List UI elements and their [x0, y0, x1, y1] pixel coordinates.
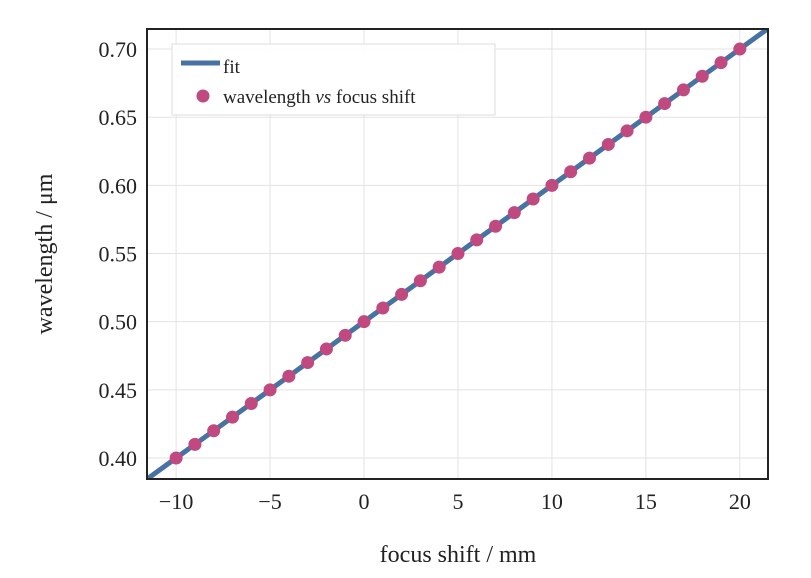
data-point — [282, 369, 296, 383]
data-point — [658, 97, 672, 111]
y-tick-label: 0.45 — [99, 378, 138, 403]
data-point — [601, 137, 615, 151]
y-axis-label: wavelength / μm — [32, 173, 58, 334]
data-point — [432, 260, 446, 274]
data-point — [244, 396, 258, 410]
data-point — [263, 383, 277, 397]
legend-points-swatch — [196, 89, 210, 103]
data-point — [676, 83, 690, 97]
legend-box — [171, 43, 496, 116]
plot-marks — [147, 29, 768, 479]
x-tick-label: −10 — [159, 489, 193, 514]
legend-fit-label: fit — [223, 57, 241, 78]
data-point — [338, 328, 352, 342]
data-point — [207, 424, 221, 438]
data-point — [695, 69, 709, 83]
y-tick-label: 0.55 — [99, 242, 138, 267]
data-point — [225, 410, 239, 424]
x-tick-label: 5 — [452, 489, 463, 514]
data-point — [413, 274, 427, 288]
data-point — [620, 124, 634, 138]
data-point — [376, 301, 390, 315]
data-point — [319, 342, 333, 356]
data-point — [526, 192, 540, 206]
plot-frame — [146, 28, 769, 480]
y-tick-label: 0.70 — [99, 37, 138, 62]
y-tick-label: 0.50 — [99, 310, 138, 335]
legend: fit wavelength vs focus shift — [171, 43, 496, 116]
data-point — [188, 437, 202, 451]
y-tick-label: 0.60 — [99, 173, 138, 198]
x-tick-label: −5 — [258, 489, 281, 514]
data-point — [301, 356, 315, 370]
data-point — [169, 451, 183, 465]
data-point — [395, 287, 409, 301]
x-tick-label: 10 — [541, 489, 563, 514]
data-point — [545, 178, 559, 192]
data-point — [470, 233, 484, 247]
data-point — [451, 247, 465, 261]
x-tick-label: 15 — [635, 489, 657, 514]
legend-points-label: wavelength vs focus shift — [223, 87, 416, 108]
y-tick-label: 0.40 — [99, 446, 138, 471]
axis-ticks: −10 −5 0 5 10 15 20 0.40 0.45 0.50 0.55 0.60 0.65 0.7… — [99, 37, 751, 514]
data-point — [714, 56, 728, 70]
data-point — [639, 110, 653, 124]
y-tick-label: 0.65 — [99, 105, 138, 130]
data-point — [489, 219, 503, 233]
data-point — [564, 165, 578, 179]
x-axis-label: focus shift / mm — [380, 542, 537, 568]
data-point — [733, 42, 747, 56]
x-tick-label: 20 — [729, 489, 751, 514]
x-tick-label: 0 — [359, 489, 370, 514]
data-point — [357, 315, 371, 329]
data-point — [582, 151, 596, 165]
data-point — [507, 206, 521, 220]
